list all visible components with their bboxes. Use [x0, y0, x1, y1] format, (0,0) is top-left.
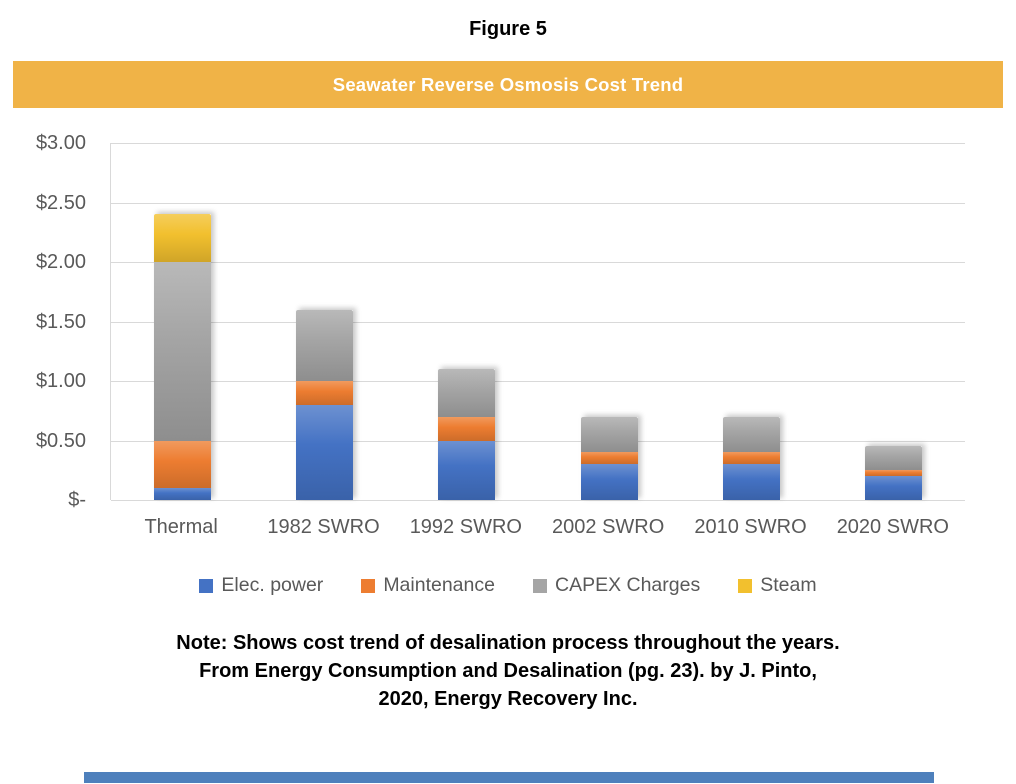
- bar-segment-capex-charges: [296, 309, 353, 382]
- legend-item: Maintenance: [361, 574, 495, 597]
- bar-segment-elec-power: [296, 404, 353, 500]
- x-axis-label: Thermal: [144, 516, 218, 538]
- note-line-3: 2020, Energy Recovery Inc.: [378, 688, 638, 710]
- gridline: [111, 440, 965, 442]
- y-tick-label: $1.00: [35, 370, 86, 392]
- bar-segment-maintenance: [153, 440, 211, 489]
- x-axis-label: 1982 SWRO: [267, 516, 380, 538]
- plot-area: [110, 143, 965, 501]
- stacked-bar-thermal: [153, 214, 211, 500]
- bar-segment-capex-charges: [580, 416, 638, 453]
- bar-segment-elec-power: [723, 464, 780, 500]
- note-line-1: Note: Shows cost trend of desalination p…: [176, 632, 840, 654]
- legend-item: Steam: [738, 574, 817, 597]
- chart-title: Seawater Reverse Osmosis Cost Trend: [332, 73, 684, 95]
- legend-swatch-icon: [738, 578, 753, 593]
- legend-label: Maintenance: [383, 574, 495, 596]
- y-tick-label: $1.50: [35, 310, 86, 333]
- legend-label: Steam: [760, 574, 817, 596]
- bar-segment-capex-charges: [723, 416, 780, 453]
- gridline: [111, 143, 965, 144]
- x-axis-label: 2020 SWRO: [836, 516, 949, 538]
- bar-segment-steam: [153, 214, 211, 263]
- stacked-bar-1992-swro: [438, 369, 496, 500]
- figure-label: Figure 5: [469, 18, 547, 40]
- bar-segment-elec-power: [580, 464, 638, 500]
- gridline: [111, 202, 965, 204]
- x-axis-label: 2002 SWRO: [552, 516, 665, 538]
- stacked-bar-2010-swro: [723, 416, 780, 500]
- y-tick-label: $3.00: [35, 132, 86, 154]
- legend-label: CAPEX Charges: [554, 574, 701, 596]
- bar-segment-elec-power: [153, 488, 211, 500]
- legend-swatch-icon: [532, 578, 547, 593]
- y-tick-label: $-: [68, 489, 86, 511]
- figure-note: Note: Shows cost trend of desalination p…: [0, 629, 1016, 713]
- bar-segment-capex-charges: [153, 262, 211, 441]
- stacked-bar-2002-swro: [580, 416, 638, 500]
- y-tick-label: $2.50: [35, 191, 86, 214]
- bar-segment-maintenance: [723, 452, 780, 465]
- bar-segment-maintenance: [438, 416, 496, 441]
- legend-swatch-icon: [361, 578, 376, 593]
- stacked-bar-2020-swro: [865, 446, 923, 500]
- bar-segment-maintenance: [865, 470, 923, 477]
- gridline: [111, 321, 965, 323]
- x-axis-label: 1992 SWRO: [409, 516, 522, 538]
- bar-segment-capex-charges: [865, 446, 923, 471]
- legend-label: Elec. power: [221, 574, 324, 596]
- gridline: [111, 500, 965, 501]
- x-axis-label: 2010 SWRO: [694, 516, 807, 538]
- chart-legend: Elec. power Maintenance CAPEX Charges Steam: [0, 574, 1016, 597]
- legend-item: Elec. power: [199, 574, 323, 597]
- stacked-bar-1982-swro: [296, 309, 353, 500]
- bar-segment-elec-power: [865, 476, 923, 500]
- bar-segment-maintenance: [296, 381, 353, 405]
- chart-title-banner: Seawater Reverse Osmosis Cost Trend: [13, 61, 1003, 108]
- gridline: [111, 381, 965, 382]
- legend-swatch-icon: [199, 578, 214, 593]
- note-line-2: From Energy Consumption and Desalination…: [199, 660, 817, 682]
- bar-segment-maintenance: [580, 452, 638, 465]
- legend-item: CAPEX Charges: [532, 574, 701, 597]
- bar-segment-elec-power: [438, 440, 496, 500]
- bottom-accent-bar: [84, 772, 934, 783]
- y-tick-label: $2.00: [35, 251, 86, 273]
- y-tick-label: $0.50: [35, 429, 86, 452]
- gridline: [111, 262, 965, 263]
- bar-segment-capex-charges: [438, 369, 496, 417]
